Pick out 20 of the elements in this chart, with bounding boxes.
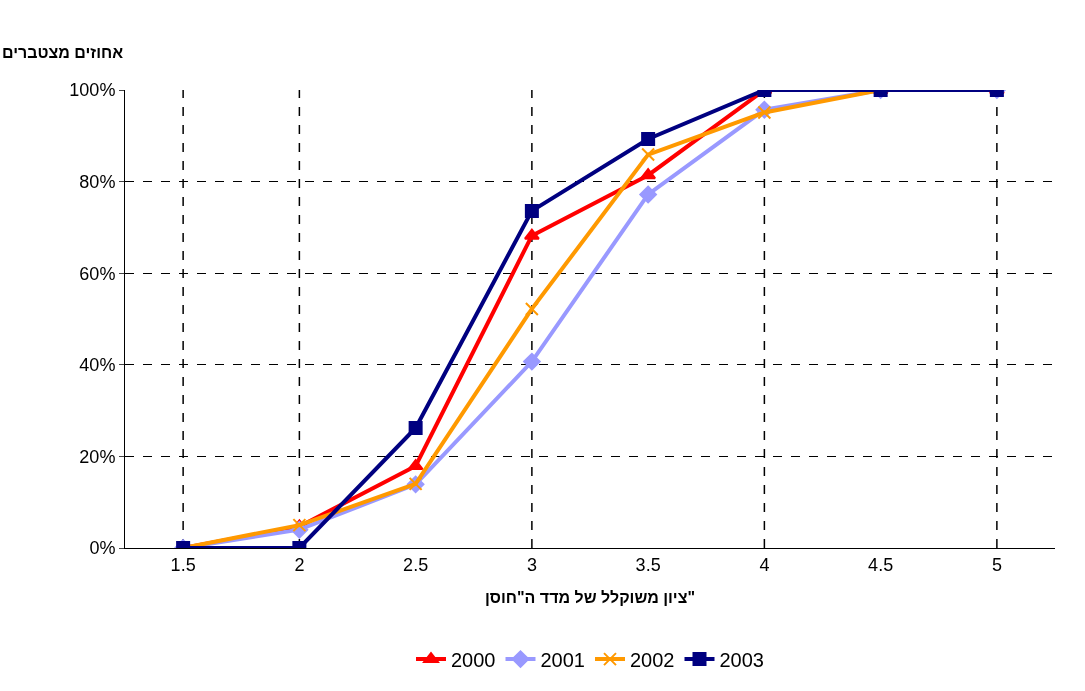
y-tick-label: 100% bbox=[69, 80, 116, 101]
x-tick-label: 4.5 bbox=[868, 554, 894, 575]
y-tick-label: 0% bbox=[89, 538, 116, 559]
legend-label: 2002 bbox=[630, 648, 675, 671]
x-tick-label: 3.5 bbox=[635, 554, 661, 575]
legend-label: 2003 bbox=[719, 648, 764, 671]
x-axis-title: ציון משוקלל של מדד ה"חוסן" bbox=[484, 589, 696, 607]
y-tick-label: 60% bbox=[79, 263, 116, 284]
x-tick-label: 1.5 bbox=[170, 554, 196, 575]
x-tick-label: 5 bbox=[991, 554, 1002, 575]
y-tick-label: 20% bbox=[79, 446, 116, 467]
x-tick-label: 3 bbox=[526, 554, 537, 575]
legend-label: 2001 bbox=[540, 648, 585, 671]
x-tick-label: 2 bbox=[294, 554, 305, 575]
x-tick-label: 2.5 bbox=[403, 554, 429, 575]
legend-label: 2000 bbox=[451, 648, 496, 671]
y-tick-label: 80% bbox=[79, 171, 116, 192]
y-axis-title: אחוזים מצטברים bbox=[2, 44, 124, 61]
x-tick-label: 4 bbox=[759, 554, 770, 575]
y-tick-label: 40% bbox=[79, 355, 116, 376]
